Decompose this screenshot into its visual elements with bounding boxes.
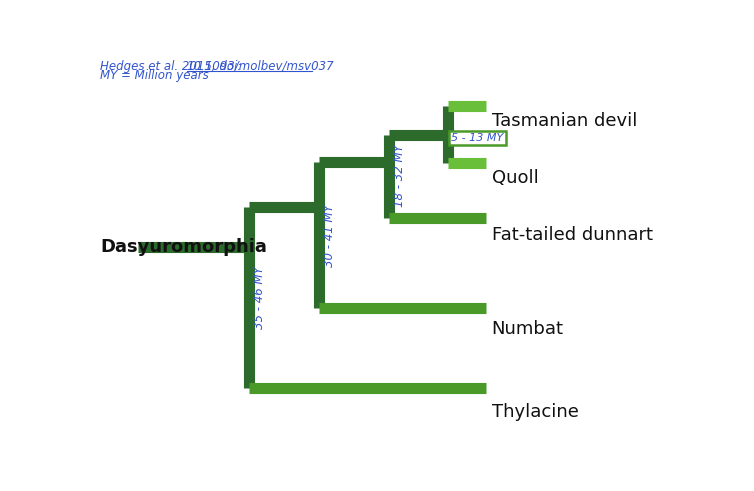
- Text: 35 - 46 MY: 35 - 46 MY: [253, 266, 266, 329]
- Text: 18 - 32 MY: 18 - 32 MY: [394, 145, 406, 208]
- Text: Numbat: Numbat: [492, 320, 563, 338]
- Text: Dasyuromorphia: Dasyuromorphia: [100, 238, 267, 256]
- Text: MY = Million years: MY = Million years: [100, 69, 209, 82]
- Text: 10.1093/molbev/msv037: 10.1093/molbev/msv037: [186, 60, 334, 73]
- Text: Fat-tailed dunnart: Fat-tailed dunnart: [492, 226, 653, 244]
- Text: Hedges et al. 2015, doi:: Hedges et al. 2015, doi:: [100, 60, 241, 73]
- Text: 30 - 41 MY: 30 - 41 MY: [323, 204, 336, 267]
- Text: Quoll: Quoll: [492, 169, 538, 187]
- Text: 5 - 13 MY: 5 - 13 MY: [452, 134, 504, 143]
- Text: Thylacine: Thylacine: [492, 404, 578, 421]
- Text: Tasmanian devil: Tasmanian devil: [492, 112, 637, 130]
